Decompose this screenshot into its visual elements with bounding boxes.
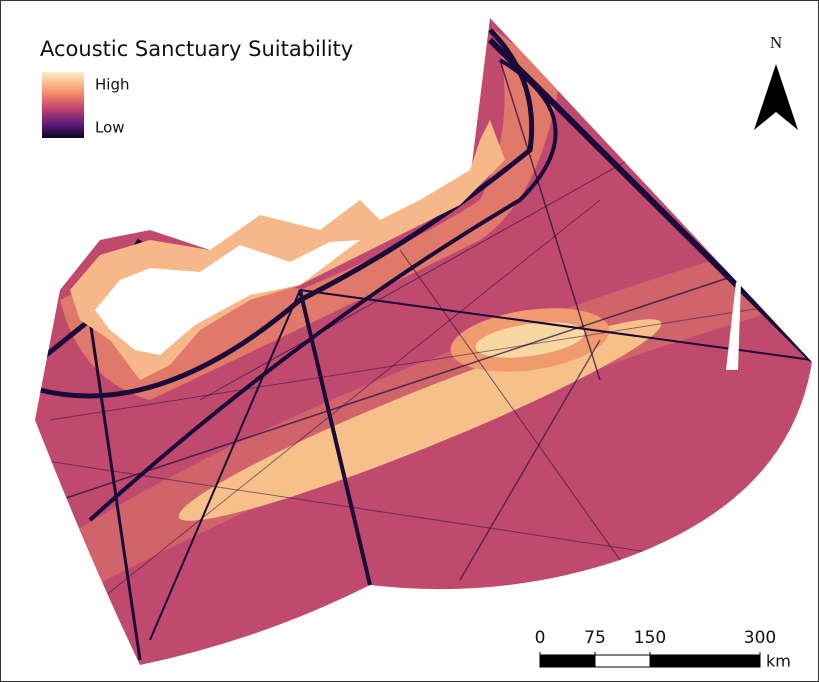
map-title: Acoustic Sanctuary Suitability bbox=[40, 37, 353, 61]
scale-tick-label: 150 bbox=[634, 628, 666, 648]
scale-segment bbox=[540, 655, 595, 667]
north-label: N bbox=[770, 33, 782, 52]
legend-gradient bbox=[42, 72, 84, 138]
scale-segment bbox=[595, 655, 650, 667]
map: Acoustic Sanctuary Suitability High Low … bbox=[0, 0, 819, 682]
scale-tick-label: 75 bbox=[584, 628, 606, 648]
scale-tick-label: 300 bbox=[744, 628, 776, 648]
scale-tick-label: 0 bbox=[535, 628, 546, 648]
legend-low: Low bbox=[95, 119, 125, 137]
scale-segment bbox=[650, 655, 760, 667]
legend-high: High bbox=[95, 76, 129, 94]
scale-unit: km bbox=[766, 652, 791, 671]
